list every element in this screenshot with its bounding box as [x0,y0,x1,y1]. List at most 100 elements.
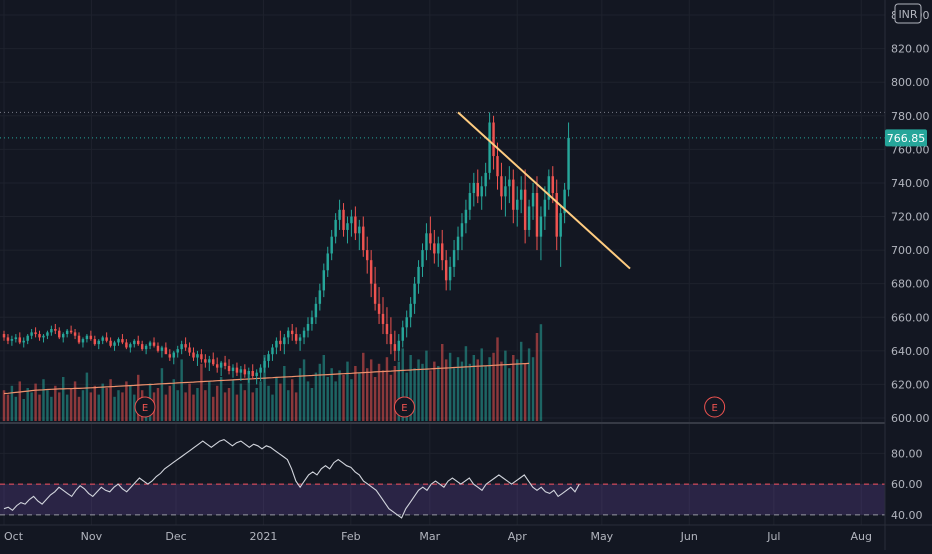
candle-body [551,176,554,194]
candle-body [488,122,491,173]
candle-body [354,216,357,234]
volume-bar [484,366,487,421]
volume-bar [275,377,278,421]
volume-bar [393,366,397,421]
volume-bar [290,379,294,421]
candle-body [243,369,247,375]
currency-badge[interactable] [894,3,922,24]
volume-bar [109,379,112,421]
volume-bar [354,366,357,421]
volume-bar [69,388,73,421]
candle-body [334,219,337,237]
candle-body [539,216,543,237]
time-axis-tick-label: Jun [680,530,698,543]
candle-body [34,332,37,335]
volume-bar [176,390,179,421]
candle-body [389,334,393,345]
candle-body [267,354,270,361]
earnings-marker[interactable] [134,396,156,418]
time-axis-tick-label: Dec [165,530,186,543]
candle-body [18,337,22,343]
volume-bar [381,370,385,421]
volume-bar [117,390,120,421]
volume-bar [267,385,270,421]
volume-bar [89,392,93,421]
candle-body [330,236,333,254]
candle-body [377,303,381,314]
volume-bar [496,337,499,421]
volume-bar [358,372,361,421]
candle-body [448,266,452,281]
candle-body [318,290,322,304]
candle-body [231,367,235,371]
volume-bar [523,363,527,421]
earnings-marker[interactable] [704,396,726,418]
candle-body [180,344,183,350]
earnings-marker-label: E [401,403,407,414]
candle-body [314,303,318,318]
volume-bar [365,368,369,421]
candle-body [322,270,326,291]
candle-body [298,337,302,341]
candle-body [381,313,385,324]
candle-body [433,243,436,254]
candle-body [46,332,49,336]
time-axis-tick-label: May [590,530,613,543]
volume-bar [81,390,85,421]
rsi-band-fill [0,484,885,515]
price-axis-tick-label: 820.00 [891,43,930,56]
candle-body [512,179,515,210]
volume-bar [247,372,250,421]
volume-bar [385,357,389,421]
volume-ma-layer [3,362,530,395]
volume-bar [298,368,302,421]
candle-body [140,344,144,350]
candle-body [409,303,412,318]
volume-bar [164,394,168,421]
volume-bar [492,352,495,421]
rsi-axis-tick-label: 80.00 [891,447,923,460]
volume-bar [377,363,381,421]
volume-bar [527,348,531,421]
candle-body [22,340,25,343]
volume-bar [519,341,523,421]
volume-bar [2,390,6,421]
volume-bar [476,359,479,421]
trendline[interactable] [457,111,631,270]
candle-body [492,122,495,157]
candle-body [160,347,164,351]
candle-body [101,337,104,341]
candle-body [338,209,341,220]
volume-bar [14,396,18,421]
candle-body [2,334,6,338]
candle-body [413,283,416,304]
price-axis-tick-label: 760.00 [891,143,930,156]
candle-body [310,317,314,324]
trend-layer[interactable] [457,111,631,270]
earnings-marker[interactable] [393,396,415,418]
candle-body [275,340,278,348]
candle-body [480,186,483,197]
time-axis-tick-label: Feb [341,530,360,543]
candle-body [172,352,175,358]
volume-bar [121,392,124,421]
candle-body [263,360,266,368]
candle-body [346,223,349,230]
candle-body [255,372,258,377]
candle-body [385,323,389,335]
candle-body [168,354,172,358]
candle-body [302,330,306,338]
candle-body [184,344,187,348]
volume-bar [219,377,223,421]
volume-bar [401,348,404,421]
candle-body [144,345,148,350]
volume-bar [334,381,337,421]
candle-body [358,226,361,234]
candle-body [547,176,551,200]
rsi-band-layer [0,483,885,516]
candle-body [405,317,408,328]
candle-body [350,216,353,224]
volume-bar [10,385,14,421]
